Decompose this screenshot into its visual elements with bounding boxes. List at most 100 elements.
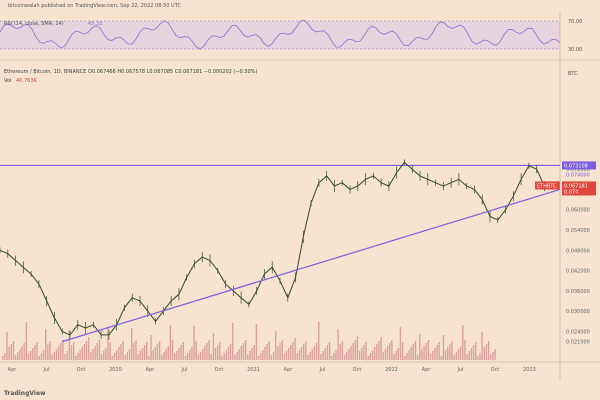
volume-bar [135,340,137,360]
volume-bar [333,353,335,360]
volume-bar [395,351,397,360]
volume-bar [419,334,421,360]
current-price-value: 0.067181 [564,183,588,189]
volume-bar [223,353,225,360]
volume-bar [34,345,36,360]
volume-bar [296,353,298,360]
volume-bar [453,355,455,360]
volume-bar [100,354,103,360]
volume-bar [373,347,376,360]
volume-bar [195,341,197,360]
volume-bar [94,346,96,360]
x-tick-label: Apr [8,367,18,373]
volume-bar [244,340,247,360]
volume-bar [163,352,165,360]
volume-bar [257,356,260,360]
volume-bar [371,350,374,360]
volume-bar [55,349,58,360]
volume-bar [483,347,485,360]
x-tick-label: Jul [42,367,49,373]
volume-bar [17,352,19,360]
volume-bar [8,347,10,360]
volume-bar [29,351,32,360]
volume-bar [386,346,389,360]
volume-bar [49,341,51,360]
volume-bar [210,354,212,360]
volume-bar [281,340,283,360]
volume-bar [272,352,275,360]
x-tick-label: Jul [180,367,187,373]
volume-bar [32,348,34,360]
volume-bar [120,344,122,360]
volume-bar [165,349,167,360]
volume-bar [268,341,270,360]
volume-bar [494,349,496,360]
volume-bar [111,356,114,360]
volume-bar [260,353,262,360]
volume-bar [287,348,290,360]
volume-bar [85,341,88,360]
volume-bar [335,350,337,360]
volume-bar [124,355,126,360]
volume-bar [156,344,159,360]
volume-bar [341,341,344,360]
y-tick-label: 0.072000 [566,167,590,173]
volume-bar [131,328,133,360]
volume-bar [447,347,449,360]
volume-bar [481,332,483,360]
y-tick-label: 0.024000 [566,329,590,335]
volume-bar [77,353,79,360]
volume-bar [397,348,399,360]
volume-bar [266,344,268,360]
volume-bar [148,356,150,360]
volume-bar [152,350,154,360]
x-tick-label: Apr [146,367,156,373]
volume-bar [126,352,129,360]
volume-bar [459,346,462,360]
volume-bar [444,350,447,360]
volume-bar [204,346,206,360]
volume-bar [466,354,468,360]
volume-bar [64,354,66,360]
y-tick-label: 0.060000 [566,208,590,214]
volume-bar [72,342,75,360]
volume-bar [19,349,21,360]
volume-bar [421,349,423,360]
volume-bar [113,353,116,360]
volume-bar [382,352,384,360]
volume-bar [62,340,64,360]
volume-bar [128,349,131,360]
volume-bar [25,322,28,360]
volume-bar [158,341,161,360]
volume-bar [197,355,200,360]
x-tick-label: Oct [215,367,224,373]
price-line [0,161,545,336]
volume-bar [292,342,294,360]
volume-bar [290,345,292,360]
volume-bar [432,351,434,360]
volume-bar [352,343,354,360]
volume-bar [315,343,318,360]
volume-bar [451,341,453,360]
volume-bar [253,345,255,360]
volume-bar [171,340,174,360]
volume-bar [12,341,15,360]
volume-label: Vol [4,78,11,84]
volume-bar [154,347,157,360]
volume-bar [324,348,326,360]
volume-bar [201,349,204,360]
volume-bar [38,356,40,360]
resistance-badge-label: 0.073108 [564,163,588,169]
x-tick-label: 2021 [247,367,260,373]
volume-bar [479,353,481,360]
volume-bar [143,345,146,360]
volume-bar [309,352,311,360]
volume-bar [81,347,83,360]
volume-bar [442,335,445,360]
x-tick-label: 2020 [109,367,122,373]
current-price-sub: 0.074 [564,189,578,195]
volume-bar [115,350,118,360]
volume-bar [464,340,466,360]
volume-bar [300,347,303,360]
volume-bar [322,351,324,360]
